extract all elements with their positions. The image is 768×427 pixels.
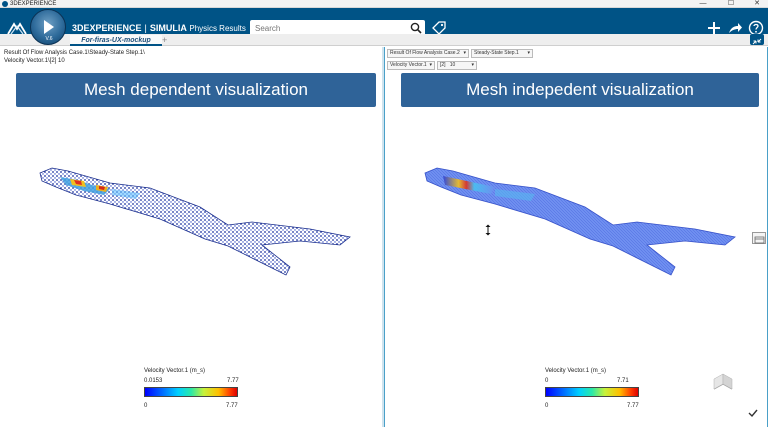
tab-for-firas-ux-mockup[interactable]: For-firas-UX-mockup [70, 35, 162, 46]
chevron-down-icon: ▾ [471, 62, 474, 68]
add-tab-button[interactable]: + [162, 35, 168, 45]
compass-version: V.6 [45, 36, 53, 42]
confirm-check-icon[interactable] [748, 408, 758, 418]
step-dropdown[interactable]: Steady-State Step.1 ▾ [471, 49, 533, 58]
search-input[interactable] [255, 22, 405, 35]
minimize-button[interactable]: — [699, 0, 707, 7]
brand-separator: | [144, 23, 147, 33]
result-dropdown[interactable]: Result Of Flow Analysis Case.2 ▾ [387, 49, 469, 58]
left-viewer-panel: Result Of Flow Analysis Case.1\Steady-St… [0, 47, 382, 427]
app-icon [2, 1, 8, 7]
component-dropdown[interactable]: [2] 10 ▾ [437, 61, 477, 70]
right-legend-title: Velocity Vector.1 (m_s) [545, 368, 607, 374]
right-legend-min-bottom: 0 [545, 403, 549, 409]
left-result-path: Result Of Flow Analysis Case.1\Steady-St… [4, 50, 145, 56]
right-legend-colorbar [545, 387, 639, 397]
right-legend-max-bottom: 7.77 [627, 403, 639, 409]
component-dropdown-value: [2] [440, 62, 446, 68]
brand-title: 3DEXPERIENCE | SIMULIA Physics Results [72, 22, 246, 35]
brand-simulia: SIMULIA [149, 23, 187, 33]
resize-cursor-icon [485, 224, 491, 236]
panel-divider[interactable] [382, 47, 384, 427]
os-window-title: 3DEXPERIENCE [10, 1, 57, 7]
right-viewer-panel: Result Of Flow Analysis Case.2 ▾ Steady-S… [384, 47, 768, 427]
variable-dropdown[interactable]: Velocity Vector.1 ▾ [387, 61, 435, 70]
top-header: 3DEXPERIENCE | SIMULIA Physics Results [0, 8, 768, 37]
collapse-arrows-icon [752, 38, 762, 45]
right-banner: Mesh indepedent visualization [401, 73, 759, 107]
step-dropdown-value: Steady-State Step.1 [474, 50, 519, 56]
dassault-logo-icon[interactable] [6, 20, 28, 38]
chevron-down-icon: ▾ [527, 50, 530, 56]
search-icon[interactable] [410, 22, 422, 34]
compass-play-icon [44, 20, 54, 34]
side-panel-toggle[interactable] [752, 232, 766, 244]
add-icon[interactable] [706, 20, 722, 36]
collapse-button[interactable] [750, 34, 764, 45]
left-legend-min-top: 0.0153 [144, 378, 163, 384]
left-mesh-render[interactable] [0, 147, 382, 337]
frame-dropdown-value: 10 [449, 62, 456, 68]
maximize-button[interactable]: ☐ [727, 0, 735, 7]
os-title-bar: 3DEXPERIENCE — ☐ ✕ [0, 0, 768, 8]
brand-3dexperience: 3DEXPERIENCE [72, 23, 142, 33]
tab-strip: For-firas-UX-mockup + [0, 34, 768, 46]
chevron-down-icon: ▾ [429, 62, 432, 68]
compass-button[interactable]: V.6 [30, 9, 66, 45]
left-banner: Mesh dependent visualization [16, 73, 376, 107]
result-dropdown-value: Result Of Flow Analysis Case.2 [390, 50, 460, 56]
share-icon[interactable] [727, 20, 743, 36]
chevron-down-icon: ▾ [463, 50, 466, 56]
tag-icon[interactable] [432, 21, 446, 35]
app-name: Physics Results [189, 24, 246, 33]
left-legend-colorbar [144, 387, 238, 397]
right-mesh-render[interactable] [385, 147, 767, 337]
close-button[interactable]: ✕ [754, 0, 760, 7]
search-box[interactable] [250, 20, 425, 37]
panel-toggle-icon [754, 236, 765, 244]
left-result-variable: Velocity Vector.1\[2] 10 [4, 58, 65, 64]
left-legend-max-top: 7.77 [227, 378, 239, 384]
right-legend-max-top: 7.71 [617, 378, 629, 384]
variable-dropdown-value: Velocity Vector.1 [390, 62, 427, 68]
axis-triad-icon[interactable] [710, 370, 736, 392]
left-legend-max-bottom: 7.77 [226, 403, 238, 409]
left-legend-title: Velocity Vector.1 (m_s) [144, 368, 206, 374]
right-legend-min-top: 0 [545, 378, 549, 384]
left-legend-min-bottom: 0 [144, 403, 148, 409]
